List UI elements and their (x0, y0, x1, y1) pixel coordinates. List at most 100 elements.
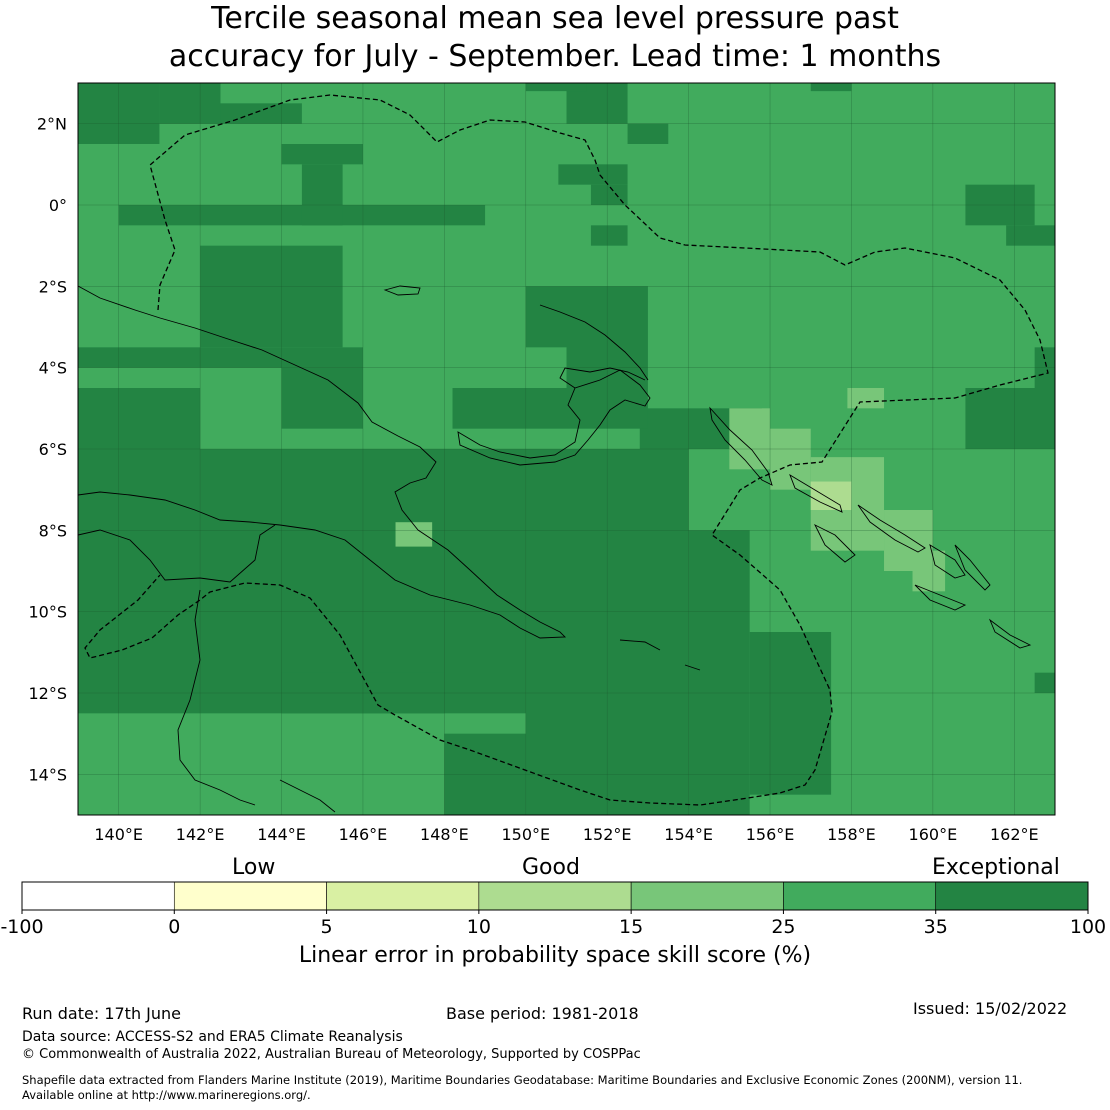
new-ireland-coast (539, 304, 649, 381)
skill-cell-high (525, 83, 587, 92)
new-britain-coast (559, 367, 646, 389)
colorbar-tick-label: -100 (0, 916, 43, 938)
lon-tick-label: 148°E (420, 825, 469, 844)
lon-tick-label: 144°E (257, 825, 306, 844)
solomon-island-3 (813, 523, 856, 563)
colorbar-tick-label: 15 (619, 916, 643, 938)
skill-cell-high (78, 347, 363, 368)
colorbar-segment (326, 881, 480, 911)
lat-tick-label: 8°S (39, 521, 67, 540)
data-source: Data source: ACCESS-S2 and ERA5 Climate … (22, 1029, 403, 1045)
solomon-island-6 (914, 584, 967, 611)
colorbar-tick-label: 5 (321, 916, 333, 938)
latitude-tick-labels: 2°N 0° 2°S 4°S 6°S 8°S 10°S 12°S 14°S (28, 115, 67, 785)
lat-tick-label: 4°S (39, 359, 67, 378)
coastlines (78, 285, 1032, 813)
skill-cell-high (1034, 672, 1055, 693)
base-period: Base period: 1981-2018 (446, 1004, 639, 1023)
colorbar-segment (478, 881, 632, 911)
colorbar-segment (173, 881, 327, 911)
map-frame (77, 82, 1056, 816)
skill-cell-high (590, 225, 628, 246)
colorbar-frame (21, 881, 1089, 911)
skill-cell-high (558, 164, 628, 185)
colorbar-segment (935, 881, 1089, 911)
lon-tick-label: 142°E (176, 825, 225, 844)
lat-tick-label: 2°S (39, 277, 67, 296)
lon-tick-label: 154°E (664, 825, 713, 844)
skill-cell-high (688, 530, 750, 815)
category-exceptional-label: Exceptional (932, 855, 1060, 880)
australia-coast (78, 524, 336, 813)
eez-boundaries (84, 94, 1049, 806)
skill-cell-high (159, 83, 221, 124)
louisiade-islands (619, 639, 701, 671)
lat-tick-label: 10°S (28, 603, 67, 622)
skill-cell-high (1006, 225, 1055, 246)
skill-cell-high (200, 245, 343, 348)
issued-date: Issued: 15/02/2022 (913, 999, 1068, 1018)
lon-tick-label: 150°E (501, 825, 550, 844)
lon-tick-label: 162°E (990, 825, 1039, 844)
colorbar-segment (630, 881, 784, 911)
skill-cell-high (220, 103, 302, 124)
bougainville-coast (709, 406, 773, 486)
skill-cell-high (301, 164, 343, 226)
shapefile-link: Available online at http://www.marinereg… (22, 1088, 311, 1102)
skill-cell-high (281, 144, 363, 165)
lon-tick-label: 160°E (909, 825, 958, 844)
skill-cell-low (847, 388, 885, 409)
lon-tick-label: 158°E (827, 825, 876, 844)
colorbar-segment (783, 881, 937, 911)
lat-tick-label: 2°N (37, 115, 67, 134)
chart-title-line1: Tercile seasonal mean sea level pressure… (211, 1, 899, 36)
skill-cell-mid (810, 481, 852, 510)
skill-cell-high (749, 632, 832, 795)
skill-cell-high (452, 388, 648, 429)
lat-tick-label: 6°S (39, 440, 67, 459)
copyright: © Commonwealth of Australia 2022, Austra… (22, 1047, 641, 1062)
chart-title-line2: accuracy for July - September. Lead time… (168, 39, 942, 74)
lon-tick-label: 140°E (94, 825, 143, 844)
skill-cell-low (770, 428, 811, 490)
run-date: Run date: 17th June (22, 1004, 182, 1023)
lat-tick-label: 12°S (28, 684, 67, 703)
new-guinea-coast (78, 285, 567, 639)
skill-cell-low (395, 522, 433, 547)
skill-cell-high (965, 388, 1055, 449)
solomon-island-5 (954, 544, 991, 591)
colorbar-title: Linear error in probability space skill … (298, 943, 812, 968)
eez-png (84, 94, 1049, 806)
colorbar-tick-label: 35 (924, 916, 948, 938)
lon-tick-label: 146°E (339, 825, 388, 844)
category-low-label: Low (232, 855, 276, 880)
solomon-island-4 (929, 544, 966, 579)
colorbar-tick-label: 100 (1070, 916, 1106, 938)
chart-title: Tercile seasonal mean sea level pressure… (0, 0, 1110, 76)
category-good-label: Good (522, 855, 580, 880)
lon-tick-label: 156°E (746, 825, 795, 844)
colorbar-tick-label: 25 (771, 916, 795, 938)
skill-map (78, 83, 1055, 815)
solomon-island-7 (988, 618, 1032, 649)
lat-tick-label: 14°S (28, 765, 67, 784)
skill-cell-high (281, 367, 363, 429)
skill-cell-high (590, 184, 628, 205)
skill-cell-high (525, 286, 567, 348)
skill-cell-low (729, 408, 771, 470)
lat-tick-label: 0° (49, 196, 67, 215)
lon-tick-label: 152°E (583, 825, 632, 844)
skill-cell-high (627, 123, 669, 144)
skill-cell-low (912, 550, 946, 592)
solomon-island-2 (857, 504, 926, 553)
manus-island (383, 285, 421, 296)
colorbar-tick-label: 10 (467, 916, 491, 938)
colorbar-tick-label: 0 (168, 916, 180, 938)
colorbar-segment (21, 881, 175, 911)
longitude-tick-labels: 140°E 142°E 144°E 146°E 148°E 150°E 152°E 154°E… (94, 825, 1038, 844)
huon-coast (457, 369, 651, 466)
shapefile-credit: Shapefile data extracted from Flanders M… (22, 1073, 1023, 1087)
skill-cell-high (78, 388, 201, 714)
solomon-island-1 (789, 473, 843, 513)
